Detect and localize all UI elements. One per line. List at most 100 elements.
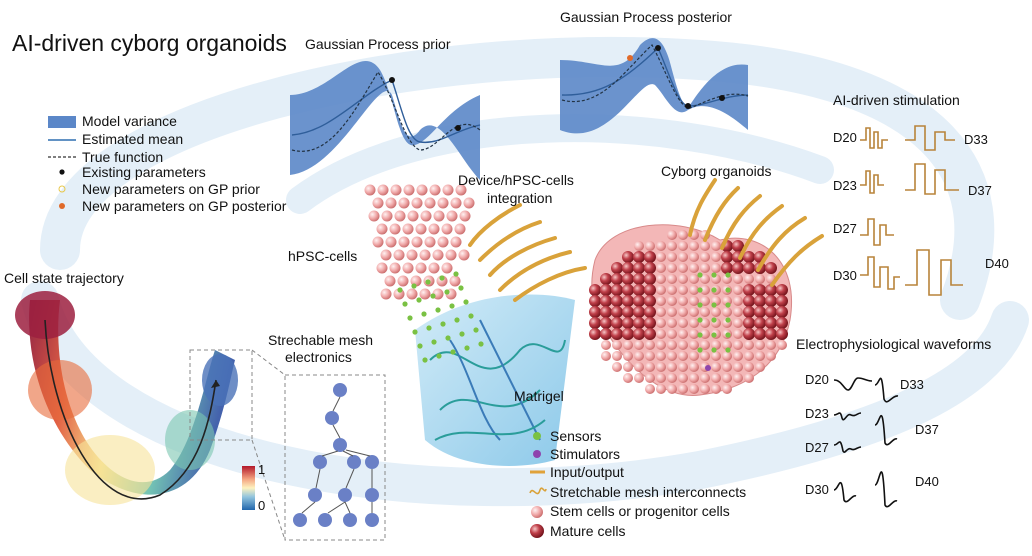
- legend-new-params-prior: New parameters on GP prior: [82, 181, 260, 197]
- hpsc-cell: [372, 197, 384, 209]
- matrigel-slab: [415, 294, 575, 466]
- stem-cell: [700, 384, 710, 394]
- stem-cell: [689, 351, 699, 361]
- stem-cell: [656, 384, 666, 394]
- stem-cell: [656, 318, 666, 328]
- mature-cell: [765, 284, 777, 296]
- mesh-sensor-node: [407, 315, 413, 321]
- stem-cell: [634, 351, 644, 361]
- mature-cell: [622, 317, 634, 329]
- ephys-left-day-1: D23: [805, 406, 829, 421]
- mature-cell: [776, 306, 788, 318]
- mature-cell: [765, 328, 777, 340]
- mesh-sensor-node: [464, 345, 470, 351]
- stem-cell: [733, 329, 743, 339]
- colorbar-min-label: 0: [258, 498, 266, 513]
- stem-cell: [700, 373, 710, 383]
- mature-cell: [743, 317, 755, 329]
- ephys-right-day-0: D33: [900, 377, 924, 392]
- stem-cell: [678, 351, 688, 361]
- hpsc-cell: [377, 184, 389, 196]
- stem-cell: [612, 362, 622, 372]
- hpsc-cell: [450, 236, 462, 248]
- stem-cell: [689, 373, 699, 383]
- ephys-left-day-3: D30: [805, 482, 829, 497]
- stem-cell: [656, 351, 666, 361]
- stem-cell: [755, 362, 765, 372]
- hpsc-cell: [454, 223, 466, 235]
- organoid-sensor: [711, 302, 717, 308]
- mesh-sensor-node: [440, 321, 446, 327]
- mesh-electronics: [397, 271, 484, 363]
- stem-cell: [656, 252, 666, 262]
- stem-cell: [700, 263, 710, 273]
- mature-cell: [633, 284, 645, 296]
- stem-cell: [766, 351, 776, 361]
- mesh-sensor-node: [444, 289, 450, 295]
- stem-cell: [678, 230, 688, 240]
- organoid-sensor: [725, 332, 731, 338]
- stem-cell: [744, 340, 754, 350]
- zoom-inset: [189, 349, 386, 541]
- mesh-sensor-node: [412, 329, 418, 335]
- label-integration-2: integration: [487, 190, 553, 206]
- stem-cell: [722, 307, 732, 317]
- stem-cell: [689, 329, 699, 339]
- mature-cell: [765, 262, 777, 274]
- stem-cell: [689, 241, 699, 251]
- mature-cell: [600, 273, 612, 285]
- gp-posterior-title: Gaussian Process posterior: [560, 9, 732, 25]
- hpsc-cell: [393, 249, 405, 261]
- mature-cell: [622, 306, 634, 318]
- stem-cell: [700, 274, 710, 284]
- stem-cell: [678, 263, 688, 273]
- legend-stimulators: Stimulators: [550, 446, 621, 462]
- mesh-sensor-node: [454, 317, 460, 323]
- label-cell-state-trajectory: Cell state trajectory: [4, 270, 124, 286]
- mature-cell: [776, 317, 788, 329]
- stem-cell: [700, 307, 710, 317]
- stem-cell: [667, 241, 677, 251]
- mature-cell: [754, 295, 766, 307]
- stem-cell: [678, 296, 688, 306]
- hpsc-cell: [411, 197, 423, 209]
- stem-cell: [656, 285, 666, 295]
- mature-cell: [611, 284, 623, 296]
- cyborg-organoid: [589, 224, 792, 396]
- mature-cell: [611, 317, 623, 329]
- stem-cell: [700, 241, 710, 251]
- mature-cell: [743, 306, 755, 318]
- gp-prior-plot: [290, 61, 481, 180]
- organoid-sensor: [697, 302, 703, 308]
- hpsc-cell: [406, 249, 418, 261]
- stem-cell: [634, 362, 644, 372]
- stem-cell: [711, 252, 721, 262]
- hpsc-cell: [406, 288, 418, 300]
- mesh-sensor-node: [445, 335, 451, 341]
- stem-cell: [634, 241, 644, 251]
- mature-cell: [644, 317, 656, 329]
- stem-cell: [667, 340, 677, 350]
- stem-cell: [667, 329, 677, 339]
- stem-cell: [667, 252, 677, 262]
- stem-cell: [755, 340, 765, 350]
- stem-cell: [733, 362, 743, 372]
- mesh-sensor-node: [417, 343, 423, 349]
- mature-cell: [721, 262, 733, 274]
- stim-right-day-0: D33: [964, 132, 988, 147]
- legend-existing-parameters: Existing parameters: [82, 164, 206, 180]
- component-legend-symbols: [529, 432, 547, 538]
- mature-cell: [743, 262, 755, 274]
- mature-cell: [600, 328, 612, 340]
- hpsc-cell: [398, 197, 410, 209]
- stem-cell: [601, 351, 611, 361]
- mesh-sensor-node: [450, 349, 456, 355]
- stem-cell: [667, 296, 677, 306]
- hpsc-cell: [364, 184, 376, 196]
- hpsc-cells-cluster: [364, 184, 475, 300]
- mesh-sensor-node: [425, 279, 431, 285]
- organoid-sensor: [697, 347, 703, 353]
- mature-cell: [589, 317, 601, 329]
- stem-cell: [645, 351, 655, 361]
- stimulation-title: AI-driven stimulation: [833, 92, 960, 108]
